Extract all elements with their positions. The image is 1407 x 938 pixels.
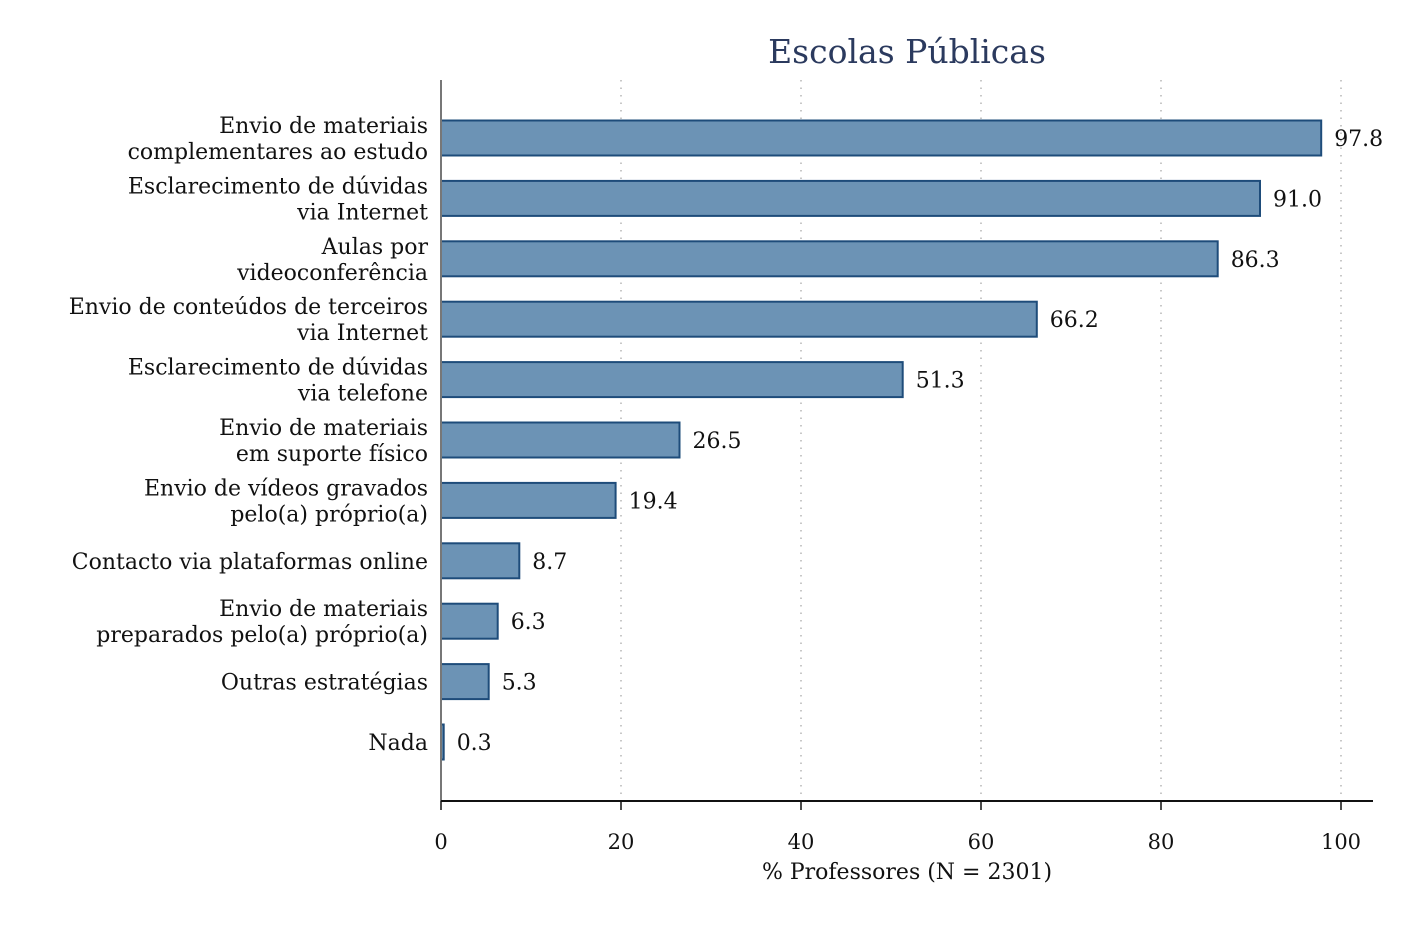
bar xyxy=(440,300,1038,338)
bar xyxy=(440,602,499,640)
bar xyxy=(440,481,617,519)
category-label-line: complementares ao estudo xyxy=(128,140,428,165)
category-label: Envio de materiais em suporte físico xyxy=(219,416,428,467)
value-label: 51.3 xyxy=(916,369,965,394)
category-label-line: Esclarecimento de dúvidas xyxy=(128,356,428,381)
chart-title: Escolas Públicas xyxy=(768,32,1046,71)
value-label: 0.3 xyxy=(457,731,492,756)
category-label: Contacto via plataformas online xyxy=(72,550,428,575)
x-tick-label: 100 xyxy=(1321,830,1361,854)
category-label: Outras estratégias xyxy=(221,671,428,696)
value-label: 66.2 xyxy=(1050,308,1099,333)
category-label-line: Outras estratégias xyxy=(221,671,428,696)
category-label-line: Envio de materiais xyxy=(219,597,428,622)
x-tick-label: 0 xyxy=(434,830,447,854)
value-label: 91.0 xyxy=(1273,187,1322,212)
bar xyxy=(440,240,1219,278)
category-label: Envio de materiais preparados pelo(a) pró… xyxy=(96,597,428,648)
bar xyxy=(440,663,490,701)
value-label: 19.4 xyxy=(629,489,678,514)
x-axis-ticks: 0 20 40 60 80 100 xyxy=(434,801,1361,854)
bar xyxy=(440,361,904,399)
category-label: Envio de vídeos gravados pelo(a) próprio(… xyxy=(144,476,428,527)
value-label: 26.5 xyxy=(693,429,742,454)
x-tick-label: 40 xyxy=(788,830,815,854)
bar xyxy=(440,542,521,580)
value-labels: 97.8 91.0 86.3 66.2 51.3 26.5 19.4 8.7 6.3 5.3 0.3 xyxy=(457,127,1383,756)
category-label-line: em suporte físico xyxy=(236,442,428,467)
x-axis-title: % Professores (N = 2301) xyxy=(762,860,1052,885)
category-label-line: Envio de vídeos gravados xyxy=(144,476,428,501)
category-label-line: Envio de materiais xyxy=(219,416,428,441)
value-label: 86.3 xyxy=(1231,248,1280,273)
category-label-line: Envio de conteúdos de terceiros xyxy=(69,295,428,320)
category-label-line: Nada xyxy=(368,731,428,756)
bar xyxy=(440,179,1261,217)
x-tick-label: 80 xyxy=(1148,830,1175,854)
category-label-line: preparados pelo(a) próprio(a) xyxy=(96,623,428,648)
category-labels: Envio de materiais complementares ao estu… xyxy=(69,114,429,756)
category-label-line: Contacto via plataformas online xyxy=(72,550,428,575)
category-label: Aulas por videoconferência xyxy=(236,235,428,286)
value-label: 6.3 xyxy=(511,610,546,635)
category-label-line: Esclarecimento de dúvidas xyxy=(128,174,428,199)
bar xyxy=(440,421,681,459)
category-label-line: Aulas por xyxy=(321,235,429,260)
category-label: Nada xyxy=(368,731,428,756)
category-label: Esclarecimento de dúvidas via Internet xyxy=(128,174,428,225)
category-label-line: via telefone xyxy=(297,382,428,407)
value-label: 5.3 xyxy=(502,671,537,696)
category-label: Esclarecimento de dúvidas via telefone xyxy=(128,356,428,407)
x-tick-label: 20 xyxy=(608,830,635,854)
category-label-line: via Internet xyxy=(296,321,428,346)
category-label-line: pelo(a) próprio(a) xyxy=(230,502,428,527)
category-label: Envio de conteúdos de terceiros via Inter… xyxy=(69,295,428,346)
x-tick-label: 60 xyxy=(968,830,995,854)
category-label-line: Envio de materiais xyxy=(219,114,428,139)
category-label-line: via Internet xyxy=(296,200,428,225)
value-label: 8.7 xyxy=(532,550,567,575)
value-label: 97.8 xyxy=(1334,127,1383,152)
bar xyxy=(440,119,1323,157)
category-label: Envio de materiais complementares ao estu… xyxy=(128,114,428,165)
bars-group xyxy=(440,119,1323,761)
category-label-line: videoconferência xyxy=(236,261,428,286)
